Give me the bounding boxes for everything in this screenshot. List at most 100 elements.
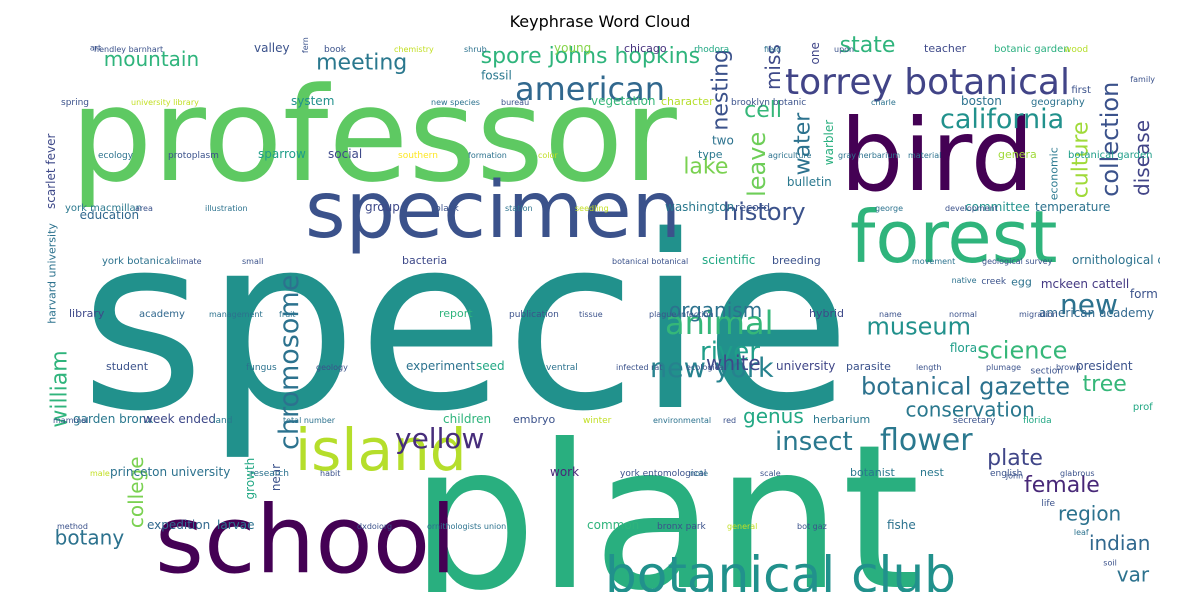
word-station: station xyxy=(505,204,533,213)
word-fruit: fruit xyxy=(279,310,296,319)
word-mammal: mammal xyxy=(53,416,88,425)
word-botanic-garden: botanic garden xyxy=(994,44,1070,55)
word-professor: professor xyxy=(70,59,677,211)
word-var: var xyxy=(1117,562,1150,586)
word-collection: collection xyxy=(1096,82,1124,197)
word-expedition: expedition xyxy=(147,518,210,532)
word-valley: valley xyxy=(254,41,290,55)
word-near: near xyxy=(269,464,283,491)
word-cell: cell xyxy=(744,98,782,123)
word-state: state xyxy=(840,33,896,58)
word-new-york: new york xyxy=(650,353,774,384)
word-two: two xyxy=(712,134,734,148)
word-bulletin: bulletin xyxy=(787,175,832,189)
word-yellow: yellow xyxy=(395,422,484,455)
word-female: female xyxy=(1024,473,1100,498)
word-brooklyn-botanic: brooklyn botanic xyxy=(731,98,806,108)
word-life: life xyxy=(1041,499,1055,509)
word-york-macmillan: york macmillan xyxy=(65,203,142,214)
word-meeting: meeting xyxy=(316,50,407,75)
word-harvard-university: harvard university xyxy=(45,223,58,324)
word-winter: winter xyxy=(583,416,612,426)
word-method: method xyxy=(57,522,88,531)
word-library: library xyxy=(69,307,105,320)
word-indian: indian xyxy=(1089,531,1150,555)
word-fungus: fungus xyxy=(246,363,277,373)
word-botanical-garden: botanical garden xyxy=(1068,150,1152,161)
word-botanist: botanist xyxy=(850,466,896,479)
word-note: note xyxy=(690,469,708,478)
word-conservation: conservation xyxy=(906,397,1035,421)
word-economic: economic xyxy=(1047,147,1060,200)
word-plumage: plumage xyxy=(986,363,1021,372)
word-botanical-botanical: botanical botanical xyxy=(612,257,688,266)
word-hybrid: hybrid xyxy=(809,307,844,320)
word-chemistry: chemistry xyxy=(394,45,434,54)
word-ecology: ecology xyxy=(98,151,134,161)
word-land: land xyxy=(213,416,232,426)
word-botanical-club: botanical club xyxy=(605,546,956,592)
word-temperature: temperature xyxy=(1035,200,1110,214)
word-plague-infection: plague infection xyxy=(649,310,714,319)
word-system: system xyxy=(291,94,334,108)
word-parasite: parasite xyxy=(846,360,891,373)
word-publication: publication xyxy=(509,310,559,320)
word-illustration: illustration xyxy=(205,204,248,213)
word-school: school xyxy=(155,486,456,592)
word-forest: forest xyxy=(850,195,1057,279)
word-red: red xyxy=(723,416,736,425)
word-migration: migration xyxy=(1019,310,1058,319)
word-history: history xyxy=(723,198,806,226)
word-nesting: nesting xyxy=(709,49,734,131)
word-bacteria: bacteria xyxy=(402,254,447,267)
word-york-entomological: york entomological xyxy=(620,469,706,479)
word-york-botanical: york botanical xyxy=(102,256,173,267)
word-genera: genera xyxy=(998,148,1037,161)
word-children: children xyxy=(443,412,491,426)
word-agriculture: agriculture xyxy=(768,151,812,160)
word-college: college xyxy=(124,456,148,528)
word-john: john xyxy=(1005,471,1023,480)
word-general: general xyxy=(727,522,757,531)
word-english: english xyxy=(990,469,1022,479)
word-university-library: university library xyxy=(131,98,199,107)
word-larvae: larvae xyxy=(217,518,254,532)
word-character: character xyxy=(661,95,714,108)
word-growth: growth xyxy=(243,458,257,500)
word-report: report xyxy=(439,307,473,320)
word-week-ended: week ended xyxy=(143,412,216,426)
word-museum: museum xyxy=(867,313,971,341)
word-disease: disease xyxy=(1130,120,1154,196)
word-chromosome: chromosome xyxy=(274,275,305,450)
word-tissue: tissue xyxy=(579,310,603,319)
word-student: student xyxy=(106,360,149,373)
word-geography: geography xyxy=(1031,97,1085,108)
word-young: young xyxy=(554,41,591,55)
word-tree: tree xyxy=(1083,372,1127,397)
word-region: region xyxy=(1058,501,1121,525)
word-scarlet-fever: scarlet fever xyxy=(44,134,58,209)
word-field: field xyxy=(764,45,781,54)
word-ornithological-club: ornithological club xyxy=(1072,253,1160,267)
word-art: art xyxy=(90,44,101,53)
word-scale: scale xyxy=(760,469,781,478)
word-specie: specie xyxy=(80,184,851,464)
word-mckeen-cattell: mckeen cattell xyxy=(1041,277,1129,291)
word-type: type xyxy=(698,148,723,161)
word-egg: egg xyxy=(1011,276,1032,289)
word-normal: normal xyxy=(949,310,977,319)
word-area: area xyxy=(135,204,153,213)
word-total-number: total number xyxy=(283,416,336,425)
word-spore-johns-hopkins: spore johns hopkins xyxy=(481,44,701,69)
word-embryo: embryo xyxy=(513,413,555,426)
word-california: california xyxy=(940,104,1064,135)
word-animal: animal xyxy=(665,304,773,342)
word-southern: southern xyxy=(398,151,438,161)
word-ecological: ecological xyxy=(686,363,726,372)
word-work: work xyxy=(550,465,579,479)
word-native: native xyxy=(952,276,977,285)
word-flora: flora xyxy=(950,341,977,355)
word-river: river xyxy=(700,337,760,367)
word-fishe: fishe xyxy=(887,518,916,532)
word-soil: soil xyxy=(1103,559,1117,568)
